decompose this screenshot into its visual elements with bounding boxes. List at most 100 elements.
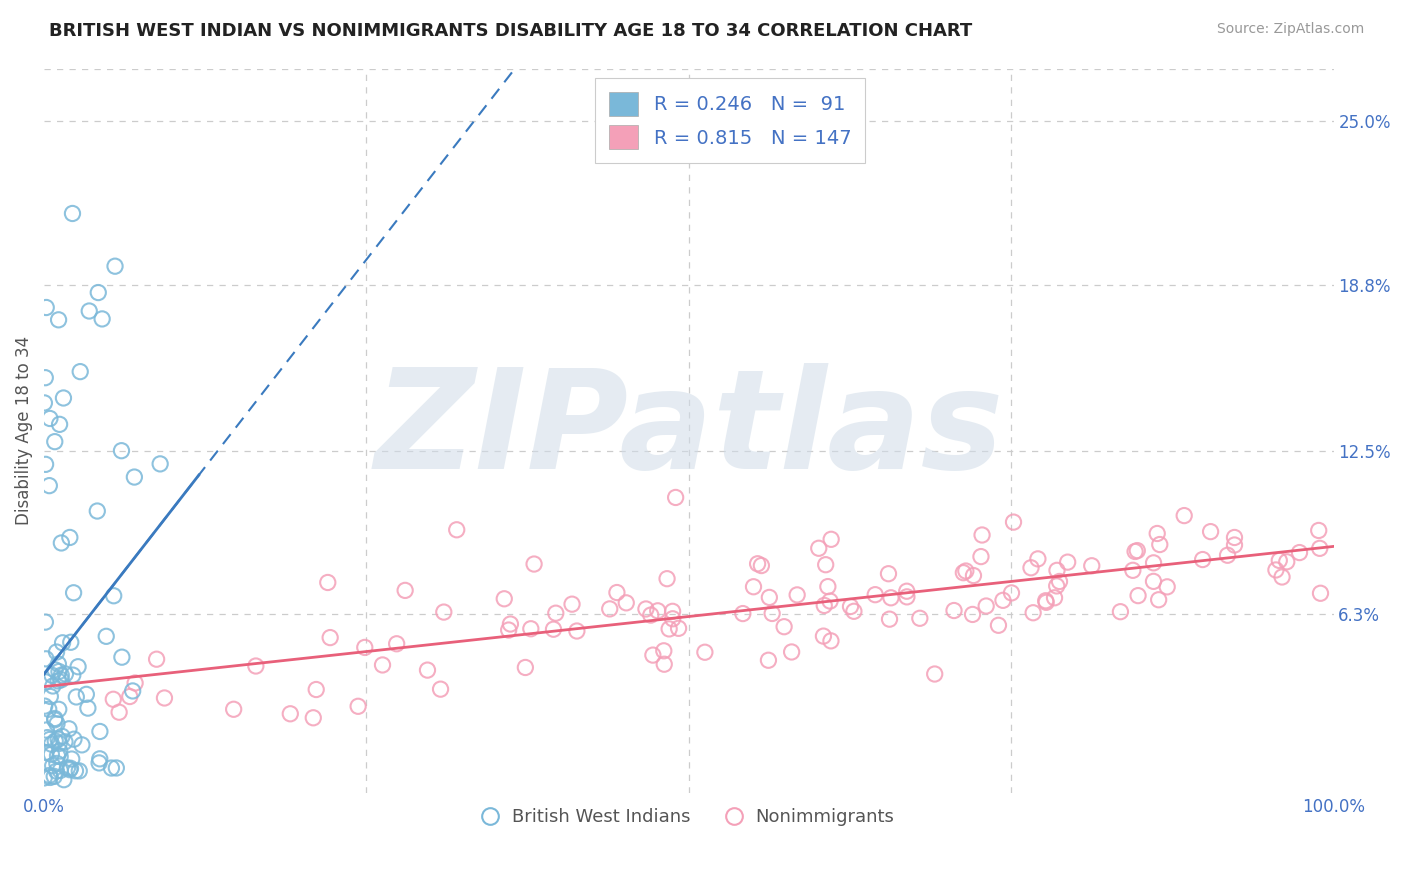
Point (655, 572, 678, 586)
Point (780, 645, 803, 659)
Point (46, 716, 69, 731)
Point (1191, 552, 1213, 566)
Point (1049, 574, 1071, 589)
Point (316, 575, 339, 590)
Point (661, 604, 683, 618)
Point (41, 737, 63, 751)
Point (35, 723, 58, 737)
Point (1043, 591, 1066, 605)
Point (319, 631, 342, 645)
Point (67, 659, 90, 673)
Point (44, 711, 66, 725)
Point (48, 417, 70, 432)
Point (32, 771, 55, 785)
Point (55, 667, 77, 681)
Point (60, 752, 83, 766)
Point (75, 687, 97, 701)
Point (45, 764, 67, 778)
Point (38, 702, 60, 716)
Point (544, 606, 567, 620)
Point (641, 648, 664, 662)
Point (987, 618, 1010, 632)
Point (924, 667, 946, 681)
Point (1109, 605, 1132, 619)
Point (110, 443, 132, 458)
Point (498, 623, 520, 637)
Point (565, 624, 588, 638)
Point (34, 370, 56, 384)
Point (44, 434, 66, 449)
Point (34, 615, 56, 629)
Point (53, 735, 76, 749)
Point (640, 608, 662, 623)
Point (1142, 574, 1164, 589)
Point (59, 761, 82, 775)
Point (652, 644, 675, 658)
Point (87, 756, 110, 770)
Point (1173, 508, 1195, 523)
Point (46, 673, 69, 688)
Point (943, 603, 966, 617)
Point (35, 652, 58, 666)
Point (1268, 553, 1291, 567)
Point (1000, 586, 1022, 600)
Point (118, 690, 141, 704)
Point (970, 549, 993, 564)
Point (494, 591, 516, 606)
Point (1223, 531, 1246, 545)
Point (48, 313, 70, 327)
Point (647, 604, 669, 618)
Point (1022, 606, 1045, 620)
Point (45, 645, 67, 659)
Point (652, 657, 675, 672)
Point (48, 665, 70, 679)
Point (87, 285, 110, 300)
Point (103, 692, 125, 706)
Point (302, 711, 325, 725)
Point (49, 749, 72, 764)
Point (38, 478, 60, 492)
Point (668, 621, 690, 635)
Point (955, 564, 977, 578)
Point (908, 611, 931, 625)
Point (121, 684, 143, 698)
Point (149, 457, 172, 471)
Point (48, 736, 70, 750)
Point (39, 771, 62, 785)
Point (429, 682, 451, 697)
Point (103, 589, 125, 603)
Point (499, 617, 522, 632)
Point (880, 591, 903, 605)
Point (89, 724, 111, 739)
Point (48, 657, 70, 671)
Point (37, 731, 59, 745)
Point (41, 747, 63, 762)
Point (606, 585, 628, 599)
Point (51, 636, 73, 650)
Text: Source: ZipAtlas.com: Source: ZipAtlas.com (1216, 22, 1364, 37)
Point (86, 504, 108, 518)
Point (77, 304, 100, 318)
Point (59, 763, 82, 777)
Point (1126, 589, 1149, 603)
Point (38, 411, 60, 425)
Point (839, 599, 862, 614)
Point (1142, 556, 1164, 570)
Point (446, 523, 468, 537)
Point (416, 663, 439, 677)
Point (45, 756, 67, 771)
Point (70, 738, 93, 752)
Point (108, 705, 131, 719)
Point (731, 607, 754, 621)
Point (1147, 592, 1170, 607)
Point (896, 590, 918, 604)
Point (820, 533, 842, 547)
Point (34, 699, 56, 714)
Point (1056, 555, 1078, 569)
Point (786, 588, 808, 602)
Point (41, 758, 63, 772)
Point (896, 584, 918, 599)
Point (65, 764, 87, 778)
Point (1046, 579, 1069, 593)
Point (1275, 555, 1298, 569)
